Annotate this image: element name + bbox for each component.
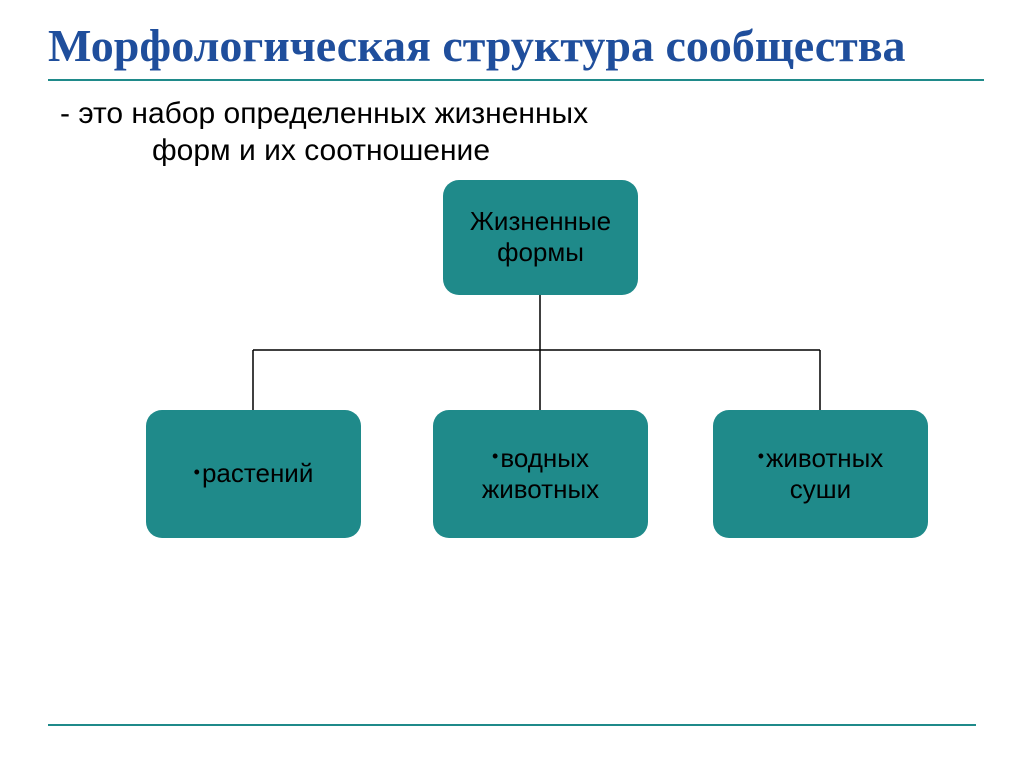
subtitle: - это набор определенных жизненных форм … — [48, 95, 768, 170]
subtitle-line1: - это набор определенных жизненных — [60, 97, 588, 130]
bullet-icon: • — [194, 463, 200, 481]
child-label-line1: водных — [500, 443, 589, 474]
root-label-line1: Жизненные — [470, 206, 611, 237]
bullet-icon: • — [758, 447, 764, 465]
child-label: растений — [202, 458, 313, 489]
subtitle-line2: форм и их соотношение — [78, 132, 768, 170]
title-block: Морфологическая структура сообщества — [48, 20, 984, 81]
child-node-aquatic: • водных животных — [433, 410, 648, 538]
footer-rule — [48, 724, 976, 726]
hierarchy-diagram: Жизненные формы • растений • водных живо… — [48, 180, 984, 620]
root-node: Жизненные формы — [443, 180, 638, 295]
root-label-line2: формы — [497, 237, 584, 268]
child-label-line2: животных — [482, 474, 599, 505]
child-label-line1: животных — [766, 443, 883, 474]
bullet-icon: • — [492, 447, 498, 465]
child-node-land: • животных суши — [713, 410, 928, 538]
child-label-line2: суши — [790, 474, 851, 505]
page-title: Морфологическая структура сообщества — [48, 20, 984, 73]
slide: Морфологическая структура сообщества - э… — [0, 0, 1024, 768]
child-node-plants: • растений — [146, 410, 361, 538]
